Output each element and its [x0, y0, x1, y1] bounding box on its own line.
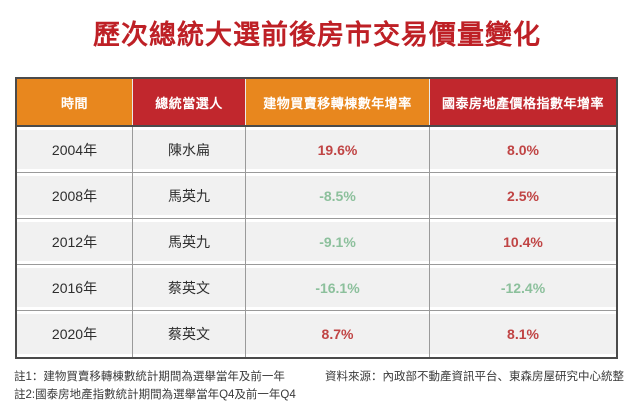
year-cell: 2012年 — [17, 219, 132, 264]
transfer-yoy-cell: -8.5% — [246, 173, 429, 218]
year-cell: 2016年 — [17, 265, 132, 310]
president-cell: 蔡英文 — [133, 265, 245, 310]
president-cell: 馬英九 — [133, 173, 245, 218]
transfer-yoy-cell: -9.1% — [246, 219, 429, 264]
president-cell: 陳水扁 — [133, 127, 245, 172]
year-cell: 2008年 — [17, 173, 132, 218]
footnotes: 註1：建物買賣移轉棟數統計期間為選舉當年及前一年 資料來源：內政部不動產資訊平台… — [14, 369, 624, 405]
price-index-yoy-cell: 2.5% — [430, 173, 616, 218]
transfer-yoy-cell: 8.7% — [246, 311, 429, 357]
header-time: 時間 — [17, 79, 132, 125]
table-row: 2008年 馬英九 -8.5% 2.5% — [17, 173, 616, 219]
transfer-yoy-cell: 19.6% — [246, 127, 429, 172]
price-index-yoy-cell: 10.4% — [430, 219, 616, 264]
table-row: 2004年 陳水扁 19.6% 8.0% — [17, 127, 616, 173]
table-row: 2020年 蔡英文 8.7% 8.1% — [17, 311, 616, 357]
header-president: 總統當選人 — [133, 79, 245, 125]
data-source: 資料來源：內政部不動產資訊平台、東森房屋研究中心統整 — [325, 371, 624, 383]
election-housing-table: 時間 總統當選人 建物買賣移轉棟數年增率 國泰房地產價格指數年增率 2004年 … — [15, 77, 618, 359]
footnote-2: 註2:國泰房地產指數統計期間為選舉當年Q4及前一年Q4 — [14, 388, 296, 401]
price-index-yoy-cell: 8.0% — [430, 127, 616, 172]
price-index-yoy-cell: 8.1% — [430, 311, 616, 357]
header-transfer-yoy: 建物買賣移轉棟數年增率 — [246, 79, 429, 125]
president-cell: 蔡英文 — [133, 311, 245, 357]
table-row: 2012年 馬英九 -9.1% 10.4% — [17, 219, 616, 265]
president-cell: 馬英九 — [133, 219, 245, 264]
table-header-row: 時間 總統當選人 建物買賣移轉棟數年增率 國泰房地產價格指數年增率 — [17, 79, 616, 127]
page-title: 歷次總統大選前後房市交易價量變化 — [93, 20, 541, 50]
price-index-yoy-cell: -12.4% — [430, 265, 616, 310]
table-row: 2016年 蔡英文 -16.1% -12.4% — [17, 265, 616, 311]
header-price-index-yoy: 國泰房地產價格指數年增率 — [430, 79, 616, 125]
year-cell: 2020年 — [17, 311, 132, 357]
footnote-1: 註1：建物買賣移轉棟數統計期間為選舉當年及前一年 — [14, 371, 285, 383]
year-cell: 2004年 — [17, 127, 132, 172]
transfer-yoy-cell: -16.1% — [246, 265, 429, 310]
